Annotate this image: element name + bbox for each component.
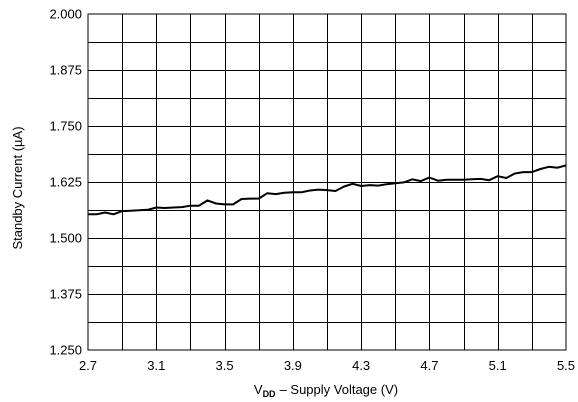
y-tick-label: 1.375 (49, 287, 82, 302)
x-tick-label: 4.7 (420, 358, 438, 373)
x-axis-title: VDD – Supply Voltage (V) (254, 382, 398, 399)
y-tick-label: 1.875 (49, 63, 82, 78)
x-tick-label: 3.9 (284, 358, 302, 373)
x-axis-title-subscript: DD (263, 389, 276, 399)
grid-lines (88, 14, 566, 350)
x-axis-title-symbol: V (254, 382, 263, 397)
y-tick-label: 2.000 (49, 7, 82, 22)
x-tick-label: 5.1 (489, 358, 507, 373)
x-tick-label: 2.7 (79, 358, 97, 373)
y-tick-labels: 1.250 1.375 1.500 1.625 1.750 1.875 2.000 (49, 7, 82, 358)
x-tick-labels: 2.7 3.1 3.5 3.9 4.3 4.7 5.1 5.5 (79, 358, 575, 373)
y-tick-label: 1.250 (49, 343, 82, 358)
x-axis-title-text: – Supply Voltage (V) (280, 382, 399, 397)
x-tick-label: 5.5 (557, 358, 575, 373)
y-axis-title: Standby Current (µA) (10, 126, 25, 249)
y-tick-label: 1.625 (49, 175, 82, 190)
x-tick-label: 4.3 (352, 358, 370, 373)
x-tick-label: 3.1 (147, 358, 165, 373)
y-tick-label: 1.500 (49, 231, 82, 246)
plot-area-frame (87, 13, 567, 351)
series-line (88, 164, 567, 216)
y-tick-label: 1.750 (49, 119, 82, 134)
x-tick-label: 3.5 (216, 358, 234, 373)
